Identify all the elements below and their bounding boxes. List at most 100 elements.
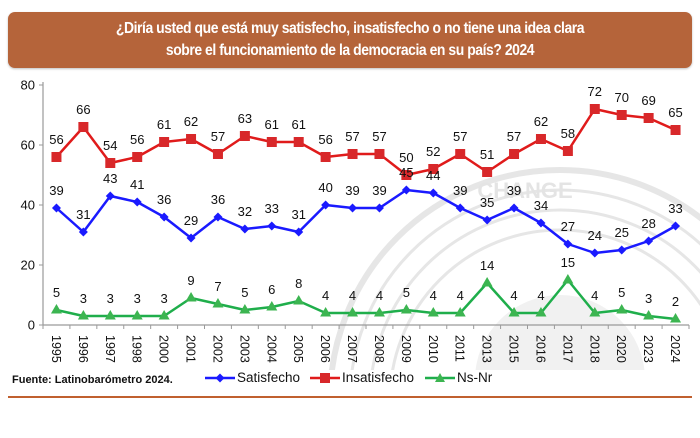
data-point-triangle <box>131 310 143 320</box>
data-point-diamond <box>482 215 492 225</box>
data-point-triangle <box>589 307 601 317</box>
x-tick-label: 1998 <box>130 335 144 363</box>
data-point-square <box>105 158 116 168</box>
x-tick-label: 2003 <box>237 335 251 363</box>
data-label: 62 <box>184 114 198 129</box>
legend-label-insatisfecho: Insatisfecho <box>342 370 415 385</box>
data-label: 34 <box>534 198 548 213</box>
data-label: 33 <box>668 201 682 216</box>
y-tick-label: 80 <box>21 78 35 93</box>
data-label: 65 <box>668 105 682 120</box>
data-label: 66 <box>76 102 90 117</box>
data-label: 25 <box>614 225 628 240</box>
data-point-diamond <box>105 191 115 201</box>
data-point-diamond <box>240 224 250 234</box>
data-label: 8 <box>295 276 302 291</box>
data-label: 63 <box>238 111 252 126</box>
data-label: 62 <box>534 114 548 129</box>
data-point-triangle <box>293 295 305 305</box>
series-ns-nr <box>50 274 682 323</box>
data-point-diamond <box>51 203 61 213</box>
data-point-diamond <box>186 233 196 243</box>
data-label: 4 <box>322 288 329 303</box>
data-label: 2 <box>672 294 679 309</box>
x-tick-label: 2000 <box>157 335 171 363</box>
x-tick-label: 2008 <box>372 335 386 363</box>
data-label: 5 <box>403 285 410 300</box>
data-label: 50 <box>399 150 413 165</box>
x-tick-label: 2018 <box>587 335 601 363</box>
legend-item-satisfecho: Satisfecho <box>205 370 300 385</box>
data-point-triangle <box>427 307 439 317</box>
data-label: 7 <box>214 279 221 294</box>
footer-divider <box>8 396 692 398</box>
data-label: 54 <box>103 138 117 153</box>
data-point-square <box>401 170 412 180</box>
data-point-diamond <box>267 221 277 231</box>
series-line <box>55 107 677 177</box>
data-label: 4 <box>510 288 517 303</box>
data-label: 36 <box>211 192 225 207</box>
data-label: 40 <box>318 180 332 195</box>
x-tick-label: 1997 <box>103 335 117 363</box>
data-point-diamond <box>536 218 546 228</box>
data-point-triangle <box>643 310 655 320</box>
data-label: 57 <box>507 129 521 144</box>
x-tick-label: 2017 <box>560 335 574 363</box>
x-tick-label: 2006 <box>318 335 332 363</box>
data-point-triangle <box>239 304 251 314</box>
data-point-square <box>670 125 681 135</box>
data-label: 61 <box>265 117 279 132</box>
x-tick-label: 2024 <box>668 335 682 363</box>
data-point-diamond <box>428 188 438 198</box>
data-point-square <box>616 110 627 120</box>
square-marker-icon <box>310 372 340 383</box>
data-point-diamond <box>294 227 304 237</box>
data-point-square <box>562 146 573 156</box>
y-tick-label: 40 <box>21 198 35 213</box>
data-point-diamond <box>563 239 573 249</box>
data-label: 14 <box>480 258 494 273</box>
y-tick-label: 20 <box>21 258 35 273</box>
watermark-arc <box>391 228 700 370</box>
data-label: 52 <box>426 144 440 159</box>
data-label: 41 <box>130 177 144 192</box>
data-point-diamond <box>348 203 358 213</box>
data-point-triangle <box>535 307 547 317</box>
legend-item-insatisfecho: Insatisfecho <box>310 370 414 385</box>
data-label: 56 <box>130 132 144 147</box>
x-tick-label: 2005 <box>291 335 305 363</box>
data-label: 31 <box>76 207 90 222</box>
data-point-diamond <box>455 203 465 213</box>
x-tick-label: 2020 <box>614 335 628 363</box>
data-point-diamond <box>213 212 223 222</box>
data-label: 35 <box>480 195 494 210</box>
data-point-diamond <box>509 203 519 213</box>
data-label: 51 <box>480 147 494 162</box>
data-label: 3 <box>161 291 168 306</box>
data-point-square <box>239 131 250 141</box>
data-point-diamond <box>671 221 681 231</box>
data-point-square <box>132 152 143 162</box>
series-layer <box>50 104 682 323</box>
data-label: 4 <box>430 288 437 303</box>
x-tick-label: 2010 <box>426 335 440 363</box>
data-label: 3 <box>134 291 141 306</box>
data-label: 39 <box>49 183 63 198</box>
watermark-arc <box>328 167 700 370</box>
data-label: 33 <box>265 201 279 216</box>
x-tick-label: 2011 <box>453 335 467 362</box>
data-label: 70 <box>614 90 628 105</box>
data-point-square <box>186 134 197 144</box>
legend-item-ns-nr: Ns-Nr <box>425 370 492 385</box>
data-point-square <box>509 149 520 159</box>
data-point-square <box>428 164 439 174</box>
data-label: 39 <box>453 183 467 198</box>
data-label: 39 <box>345 183 359 198</box>
y-tick-label: 60 <box>21 138 35 153</box>
data-label: 5 <box>618 285 625 300</box>
data-label: 39 <box>507 183 521 198</box>
data-label: 43 <box>103 171 117 186</box>
data-point-triangle <box>670 313 682 323</box>
data-point-triangle <box>212 298 224 308</box>
